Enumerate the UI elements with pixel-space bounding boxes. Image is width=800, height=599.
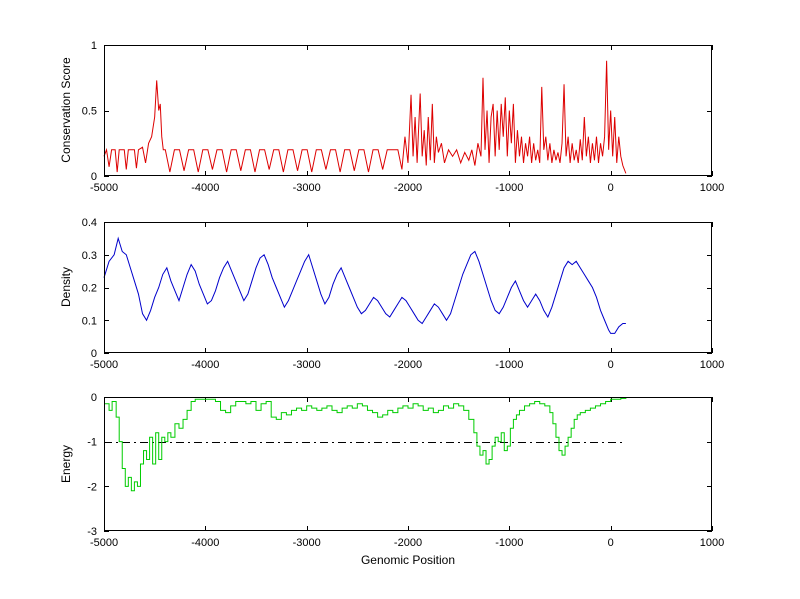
- y-tick-label: 0.2: [82, 283, 97, 295]
- x-tick-label: -2000: [394, 537, 422, 549]
- x-tick-label: -1000: [495, 182, 523, 194]
- x-tick-label: -3000: [293, 537, 321, 549]
- y-tick-label: -1: [87, 437, 97, 449]
- y-tick-label: -3: [87, 526, 97, 538]
- x-tick-label: -5000: [90, 182, 118, 194]
- x-axis-label: Genomic Position: [360, 553, 456, 567]
- x-tick-label: -4000: [191, 537, 219, 549]
- y-axis-label-density: Density: [59, 266, 73, 308]
- x-tick-label: -5000: [90, 359, 118, 371]
- subplot-conservation: -5000 -4000 -3000 -2000 -1000 0 1000 0 0.5 1: [82, 40, 725, 194]
- y-axis-label-energy: Energy: [59, 444, 73, 484]
- y-tick-label: 1: [91, 40, 97, 52]
- x-tick-label: -4000: [191, 182, 219, 194]
- subplot-energy: -5000 -4000 -3000 -2000 -1000 0 1000 -3 -2 -1 0: [87, 392, 724, 549]
- conservation-series-line: [103, 60, 627, 174]
- x-tick-label: -1000: [495, 359, 523, 371]
- x-tick-label: 0: [608, 182, 614, 194]
- y-tick-label: 0: [91, 348, 97, 360]
- y-tick-label: 0.4: [82, 217, 97, 229]
- x-tick-label: 1000: [700, 182, 724, 194]
- x-tick-label: 1000: [700, 537, 724, 549]
- y-tick-label: -2: [87, 481, 97, 493]
- energy-series-line: [104, 397, 627, 492]
- axes-box: [104, 222, 712, 353]
- subplot-density: -5000 -4000 -3000 -2000 -1000 0 1000 0 0.1 0.2 0.3…: [82, 217, 725, 371]
- energy-chart: -5000 -4000 -3000 -2000 -1000 0 1000 -3 -2 -1 0: [87, 392, 724, 549]
- y-axis-label-conservation: Conservation Score: [59, 57, 73, 163]
- x-tick-label: 0: [608, 537, 614, 549]
- x-tick-label: -1000: [495, 537, 523, 549]
- x-tick-label: 1000: [700, 359, 724, 371]
- x-tick-label: -3000: [293, 182, 321, 194]
- x-tick-label: -2000: [394, 359, 422, 371]
- x-tick-label: -5000: [90, 537, 118, 549]
- y-tick-label: 0.3: [82, 250, 97, 262]
- y-tick-label: 0: [91, 171, 97, 183]
- x-tick-label: 0: [608, 359, 614, 371]
- y-tick-label: 0.1: [82, 315, 97, 327]
- conservation-chart: -5000 -4000 -3000 -2000 -1000 0 1000 0 0.5 1: [82, 40, 725, 194]
- density-chart: -5000 -4000 -3000 -2000 -1000 0 1000 0 0.1 0.2 0.3…: [82, 217, 725, 371]
- axes-box: [104, 45, 712, 176]
- x-tick-label: -2000: [394, 182, 422, 194]
- x-tick-label: -3000: [293, 359, 321, 371]
- y-tick-label: 0: [91, 392, 97, 404]
- density-series-line: [103, 236, 626, 334]
- x-tick-label: -4000: [191, 359, 219, 371]
- y-tick-label: 0.5: [82, 106, 97, 118]
- axes-box: [104, 397, 712, 531]
